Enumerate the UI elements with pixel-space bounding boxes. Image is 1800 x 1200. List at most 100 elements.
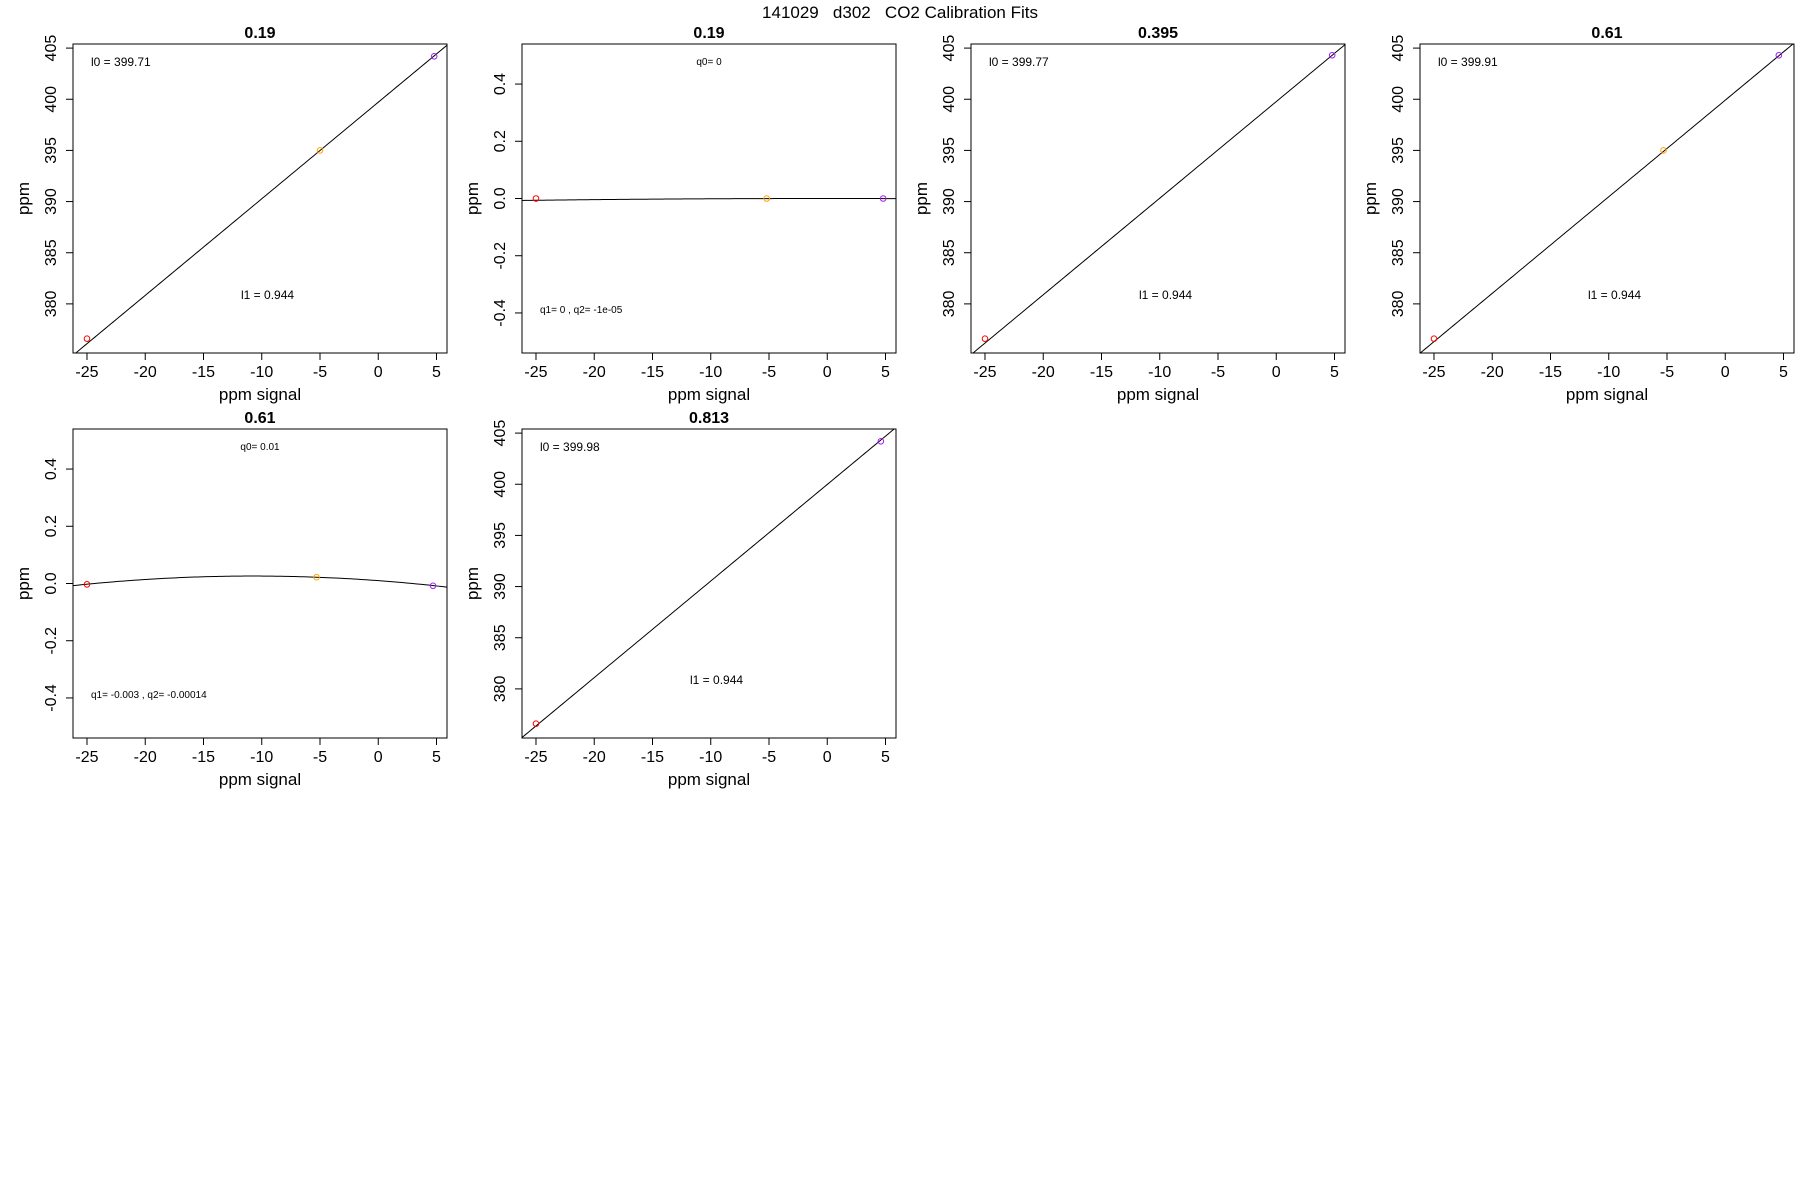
- x-tick-label: 5: [881, 749, 890, 766]
- y-tick-label: 385: [43, 239, 60, 266]
- x-axis: -25 -20 -15 -10 -5 0 5: [973, 353, 1339, 381]
- x-tick-label: -20: [1481, 364, 1504, 381]
- x-axis: -25 -20 -15 -10 -5 0 5: [1422, 353, 1788, 381]
- x-axis-label: ppm signal: [1566, 385, 1648, 404]
- x-tick-label: 5: [432, 749, 441, 766]
- x-tick-label: 0: [823, 749, 832, 766]
- y-tick-label: 395: [941, 137, 958, 164]
- y-tick-label: 390: [492, 573, 509, 600]
- y-axis: -0.4 -0.2 0.0 0.2 0.4: [43, 458, 73, 712]
- y-axis-label: ppm: [14, 182, 33, 215]
- x-tick-label: 0: [823, 364, 832, 381]
- data-point: [313, 573, 320, 581]
- coefficient-annotation: q1= 0 , q2= -1e-05: [540, 305, 623, 316]
- y-axis: 380 385 390 395 400 405: [43, 35, 73, 317]
- plot-frame: [521, 428, 897, 739]
- y-tick-label: 390: [1390, 188, 1407, 215]
- x-tick-label: -15: [641, 364, 664, 381]
- coefficient-annotation: q1= -0.003 , q2= -0.00014: [91, 690, 207, 701]
- x-axis: -25 -20 -15 -10 -5 0 5: [75, 738, 441, 766]
- data-point: [532, 195, 540, 202]
- x-tick-label: -25: [524, 749, 547, 766]
- panel-title: 0.61: [244, 410, 275, 427]
- coefficient-annotation: l1 = 0.944: [241, 288, 294, 302]
- panel-title: 0.813: [689, 410, 729, 427]
- y-tick-label: 395: [1390, 137, 1407, 164]
- x-axis-label: ppm signal: [668, 770, 750, 789]
- coefficient-annotation: l0 = 399.98: [540, 440, 600, 454]
- panel-5: 0.61 -25 -20 -15 -10 -5 0 5 ppm signal -0.4 -0.2 0.…: [14, 410, 448, 789]
- fit-line: [522, 198, 896, 201]
- y-axis-label: ppm: [463, 182, 482, 215]
- x-tick-label: 5: [881, 364, 890, 381]
- y-axis-label: ppm: [912, 182, 931, 215]
- x-tick-label: -15: [641, 749, 664, 766]
- plot-frame: [970, 43, 1346, 354]
- x-tick-label: 5: [1779, 364, 1788, 381]
- y-axis: -0.4 -0.2 0.0 0.2 0.4: [492, 73, 522, 327]
- x-tick-label: -15: [192, 364, 215, 381]
- y-tick-label: 0.2: [43, 515, 60, 537]
- data-point: [879, 195, 887, 202]
- x-tick-label: 0: [374, 364, 383, 381]
- x-tick-label: -20: [134, 749, 157, 766]
- x-tick-label: -10: [250, 364, 273, 381]
- y-axis-label: ppm: [14, 567, 33, 600]
- x-axis-label: ppm signal: [219, 770, 301, 789]
- x-axis: -25 -20 -15 -10 -5 0 5: [524, 353, 890, 381]
- coefficient-annotation: l0 = 399.91: [1438, 55, 1498, 69]
- y-tick-label: 380: [1390, 290, 1407, 317]
- y-tick-label: 380: [492, 675, 509, 702]
- x-tick-label: -25: [1422, 364, 1445, 381]
- y-tick-label: 400: [43, 86, 60, 113]
- x-tick-label: 0: [374, 749, 383, 766]
- data-point: [1660, 147, 1667, 154]
- x-tick-label: -25: [524, 364, 547, 381]
- y-tick-label: 380: [43, 290, 60, 317]
- x-tick-label: 5: [432, 364, 441, 381]
- fit-line: [74, 44, 447, 353]
- panel-3: 0.395 -25 -20 -15 -10 -5 0 5 ppm signal 380 385 390…: [912, 25, 1346, 404]
- figure-title: 141029 d302 CO2 Calibration Fits: [762, 3, 1038, 22]
- x-axis-label: ppm signal: [668, 385, 750, 404]
- x-tick-label: -5: [313, 749, 327, 766]
- y-tick-label: -0.2: [43, 627, 60, 655]
- y-tick-label: 405: [1390, 35, 1407, 62]
- panel-title: 0.395: [1138, 25, 1178, 42]
- y-tick-label: 385: [492, 624, 509, 651]
- coefficient-annotation: l1 = 0.944: [1588, 288, 1641, 302]
- x-tick-label: -5: [762, 749, 776, 766]
- y-tick-label: 400: [492, 471, 509, 498]
- x-axis-label: ppm signal: [219, 385, 301, 404]
- y-tick-label: 385: [1390, 239, 1407, 266]
- data-point: [429, 582, 437, 590]
- y-axis-label: ppm: [1361, 182, 1380, 215]
- data-point: [1430, 335, 1438, 342]
- panel-title: 0.19: [244, 25, 275, 42]
- x-tick-label: -15: [192, 749, 215, 766]
- plot-frame: [1419, 43, 1795, 354]
- y-tick-label: 395: [492, 522, 509, 549]
- coefficient-annotation: l0 = 399.77: [989, 55, 1049, 69]
- plot-frame: [72, 43, 448, 354]
- y-tick-label: -0.2: [492, 242, 509, 270]
- x-tick-label: -5: [762, 364, 776, 381]
- y-tick-label: 390: [43, 188, 60, 215]
- y-axis: 380 385 390 395 400 405: [941, 35, 971, 317]
- coefficient-annotation: q0= 0: [696, 57, 722, 68]
- y-tick-label: 390: [941, 188, 958, 215]
- y-tick-label: 0.0: [43, 572, 60, 594]
- y-tick-label: 405: [492, 420, 509, 447]
- x-tick-label: -25: [75, 749, 98, 766]
- x-tick-label: -10: [1148, 364, 1171, 381]
- panel-title: 0.19: [693, 25, 724, 42]
- x-tick-label: -10: [1597, 364, 1620, 381]
- x-tick-label: -20: [1032, 364, 1055, 381]
- data-point: [1328, 51, 1336, 59]
- y-tick-label: 380: [941, 290, 958, 317]
- x-tick-label: -20: [583, 749, 606, 766]
- x-tick-label: -20: [583, 364, 606, 381]
- panel-title: 0.61: [1591, 25, 1622, 42]
